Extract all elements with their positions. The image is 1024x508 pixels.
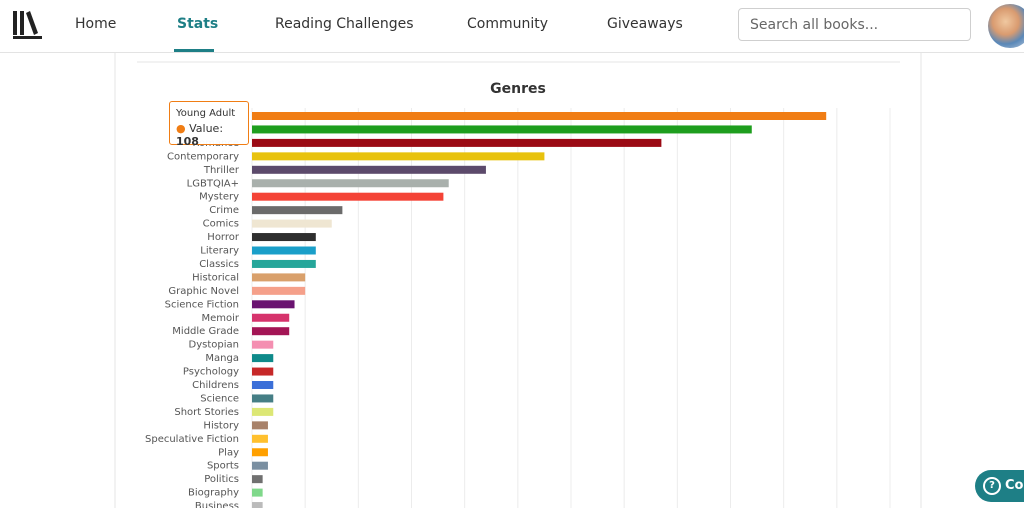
bar [252,434,268,443]
y-tick-label: Graphic Novel [168,286,239,297]
y-tick-label: Childrens [192,380,239,391]
bar [252,461,268,470]
y-tick-label: Politics [204,474,239,485]
y-tick-label: Biography [188,488,239,499]
avatar[interactable] [988,4,1024,48]
y-tick-label: Short Stories [174,407,239,418]
tooltip-row: ● Value: 108 [176,122,224,148]
y-tick-label: Historical [192,272,239,283]
chart-title: Genres [490,81,546,97]
bar [252,273,306,282]
active-underline [174,49,214,52]
bar [252,259,316,268]
bar [252,112,827,120]
y-tick-label: Crime [209,205,239,216]
help-text: Con [1005,478,1024,493]
bar [252,394,274,403]
bar [252,421,268,430]
nav-link[interactable]: Home [75,16,117,32]
bar [252,448,268,457]
bar [252,138,662,147]
y-tick-label: Memoir [201,313,239,324]
y-tick-label: Dystopian [189,340,239,351]
bar [252,475,263,484]
bar [252,488,263,497]
y-tick-label: Classics [199,259,239,270]
bar [252,313,290,322]
nav-link-active[interactable]: Stats [177,16,219,32]
y-tick-label: History [203,420,239,431]
y-tick-label: Literary [200,246,239,257]
y-tick-label: Speculative Fiction [145,434,239,445]
y-tick-label: Science Fiction [165,299,239,310]
y-tick-label: LGBTQIA+ [187,178,239,189]
bar [252,192,444,201]
nav-link[interactable]: Reading Challenges [275,16,414,32]
bar [252,286,306,295]
bar [252,381,274,389]
search-input[interactable]: Search all books... [738,8,971,41]
bar [252,125,752,134]
tooltip-prefix: Value: [189,122,224,135]
bar [252,340,274,349]
bar [252,327,290,336]
bar [252,219,332,228]
y-tick-label: Contemporary [167,151,239,162]
y-tick-label: Science [200,393,239,404]
y-tick-label: Mystery [199,192,239,203]
y-tick-label: Play [218,447,239,458]
bar [252,407,274,416]
bar [252,246,316,255]
bar [252,165,486,174]
tooltip-label: Young Adult [176,108,236,119]
navbar: Home Stats Reading Challenges Community … [0,0,1024,53]
y-tick-label: Psychology [183,367,239,378]
bar [252,206,343,215]
bar [252,367,274,376]
bar [252,300,295,309]
y-tick-label: Sports [207,461,239,472]
y-tick-label: Middle Grade [172,326,239,337]
chart: Genres RomanceContemporaryThrillerLGBTQI… [114,53,922,508]
bar [252,233,316,242]
logo[interactable] [13,11,43,39]
y-tick-label: Business [195,501,239,508]
nav-link[interactable]: Community [467,16,549,32]
help-button[interactable]: ?Con [975,470,1024,502]
bar [252,152,545,161]
bar [252,502,263,508]
y-tick-label: Manga [205,353,239,364]
bar [252,354,274,363]
tooltip: Young Adult ● Value: 108 [169,101,249,148]
nav-link[interactable]: Giveaways [607,16,683,32]
y-tick-label: Horror [207,232,240,243]
bar [252,179,449,188]
y-tick-label: Comics [203,219,239,230]
y-tick-label: Thriller [203,165,240,176]
tooltip-value: 108 [176,135,199,148]
